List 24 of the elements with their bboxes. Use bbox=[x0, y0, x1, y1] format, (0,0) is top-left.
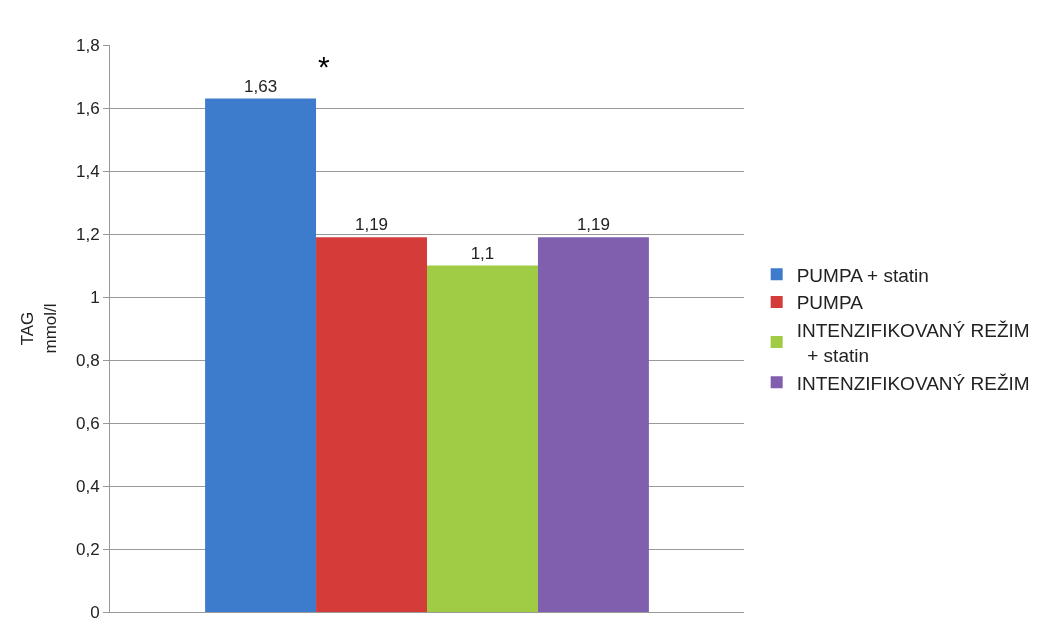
y-tick-label: 0 bbox=[90, 602, 100, 622]
legend-label: PUMPA + statin bbox=[796, 264, 929, 286]
legend-label: INTENZIFIKOVANÝ REŽIM bbox=[796, 372, 1030, 394]
data-label: 1,63 bbox=[244, 76, 278, 96]
y-tick-label: 1,4 bbox=[75, 161, 100, 181]
legend-label: PUMPA bbox=[796, 292, 864, 314]
y-tick-label: 1,2 bbox=[75, 224, 100, 244]
bar bbox=[427, 265, 538, 612]
data-label: 1,1 bbox=[470, 243, 495, 263]
y-tick-label: 0,6 bbox=[75, 413, 100, 433]
y-tick-label: 1,8 bbox=[75, 35, 100, 55]
y-tick-label: 1 bbox=[90, 287, 100, 307]
annotation: * bbox=[318, 50, 330, 83]
y-tick-label: 0,4 bbox=[75, 476, 100, 496]
data-label: 1,19 bbox=[354, 215, 389, 235]
bar bbox=[537, 237, 649, 612]
y-tick-label: 0,2 bbox=[75, 539, 100, 559]
y-tick-label: 0,8 bbox=[75, 350, 100, 370]
bar bbox=[205, 98, 317, 612]
legend-label: INTENZIFIKOVANÝ REŽIM + statin bbox=[796, 320, 1030, 366]
y-axis-title: TAG mmol/l bbox=[18, 303, 60, 354]
data-label: 1,19 bbox=[576, 215, 610, 235]
y-tick-label: 1,6 bbox=[75, 98, 100, 118]
bar bbox=[316, 237, 427, 612]
